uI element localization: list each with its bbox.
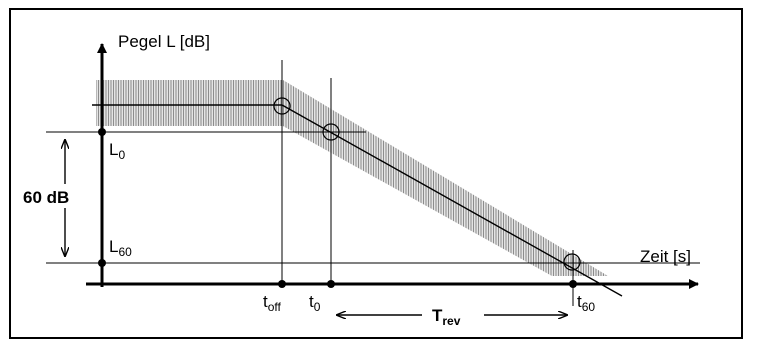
L0-dot [98,128,106,136]
trev-label: Trev [432,306,461,328]
L60-label: L60 [109,237,132,259]
y-axis-label: Pegel L [dB] [118,32,210,51]
x-axis-label: Zeit [s] [640,247,691,266]
t60-marker-circle [563,253,581,271]
uncertainty-band [96,80,608,276]
t60-label: t60 [577,292,595,314]
t0-label: t0 [309,292,321,314]
L0-label: L0 [109,140,125,162]
t60-dot [569,280,577,288]
t-off-dot [278,280,286,288]
diagram-frame [9,8,743,339]
t-off-marker-circle [273,97,291,115]
t-off-label: toff [263,292,282,314]
level-decay-curve [92,104,623,297]
t0-dot [327,280,335,288]
range-label: 60 dB [23,188,69,207]
t0-marker-circle [322,123,340,141]
L60-dot [98,259,106,267]
